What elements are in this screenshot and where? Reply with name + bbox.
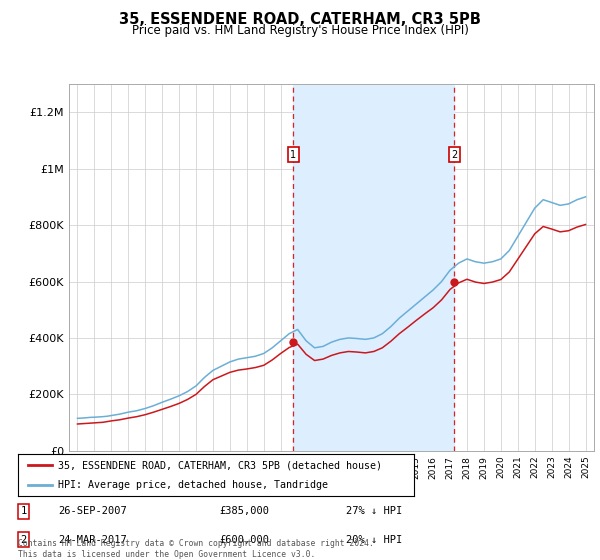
- Text: 27% ↓ HPI: 27% ↓ HPI: [346, 506, 403, 516]
- Text: 35, ESSENDENE ROAD, CATERHAM, CR3 5PB: 35, ESSENDENE ROAD, CATERHAM, CR3 5PB: [119, 12, 481, 27]
- Text: 2: 2: [20, 535, 27, 544]
- Text: 1: 1: [20, 506, 27, 516]
- Text: 24-MAR-2017: 24-MAR-2017: [58, 535, 127, 544]
- Text: £600,000: £600,000: [220, 535, 269, 544]
- Bar: [293, 84, 454, 451]
- Text: HPI: Average price, detached house, Tandridge: HPI: Average price, detached house, Tand…: [58, 480, 328, 490]
- Text: 2: 2: [451, 150, 457, 160]
- Text: 1: 1: [290, 150, 296, 160]
- Text: Contains HM Land Registry data © Crown copyright and database right 2024.
This d: Contains HM Land Registry data © Crown c…: [18, 539, 374, 559]
- Text: 35, ESSENDENE ROAD, CATERHAM, CR3 5PB (detached house): 35, ESSENDENE ROAD, CATERHAM, CR3 5PB (d…: [58, 460, 382, 470]
- Text: 26-SEP-2007: 26-SEP-2007: [58, 506, 127, 516]
- Text: Price paid vs. HM Land Registry's House Price Index (HPI): Price paid vs. HM Land Registry's House …: [131, 24, 469, 36]
- Text: £385,000: £385,000: [220, 506, 269, 516]
- Text: 20% ↓ HPI: 20% ↓ HPI: [346, 535, 403, 544]
